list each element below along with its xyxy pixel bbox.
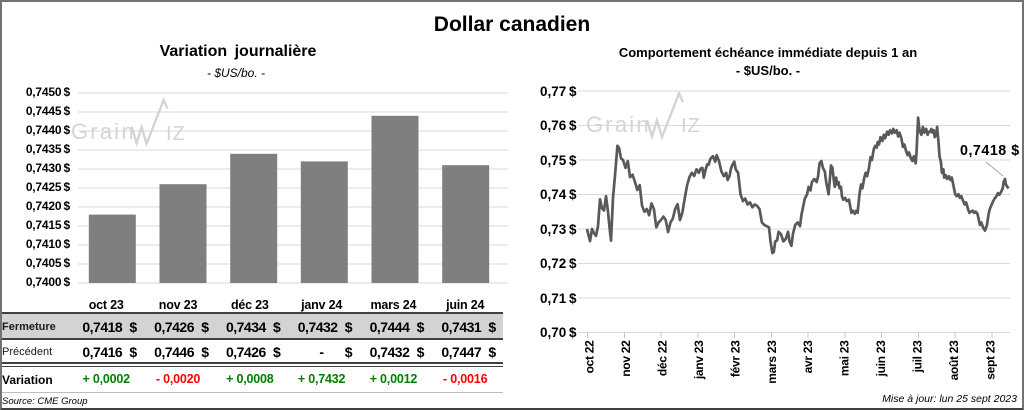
svg-text:nov 22: nov 22 — [619, 340, 633, 377]
svg-text:juin 23: juin 23 — [874, 340, 888, 378]
svg-text:sept 23: sept 23 — [984, 340, 998, 380]
svg-text:janv 23: janv 23 — [692, 340, 706, 380]
svg-text:oct 22: oct 22 — [583, 340, 597, 374]
svg-text:juil 23: juil 23 — [911, 340, 925, 374]
svg-text:mars 23: mars 23 — [765, 340, 779, 384]
svg-text:août 23: août 23 — [947, 340, 961, 381]
svg-text:mai 23: mai 23 — [838, 340, 852, 376]
svg-text:févr 23: févr 23 — [728, 340, 742, 377]
svg-text:déc 22: déc 22 — [655, 340, 669, 376]
svg-text:avr 23: avr 23 — [801, 340, 815, 374]
